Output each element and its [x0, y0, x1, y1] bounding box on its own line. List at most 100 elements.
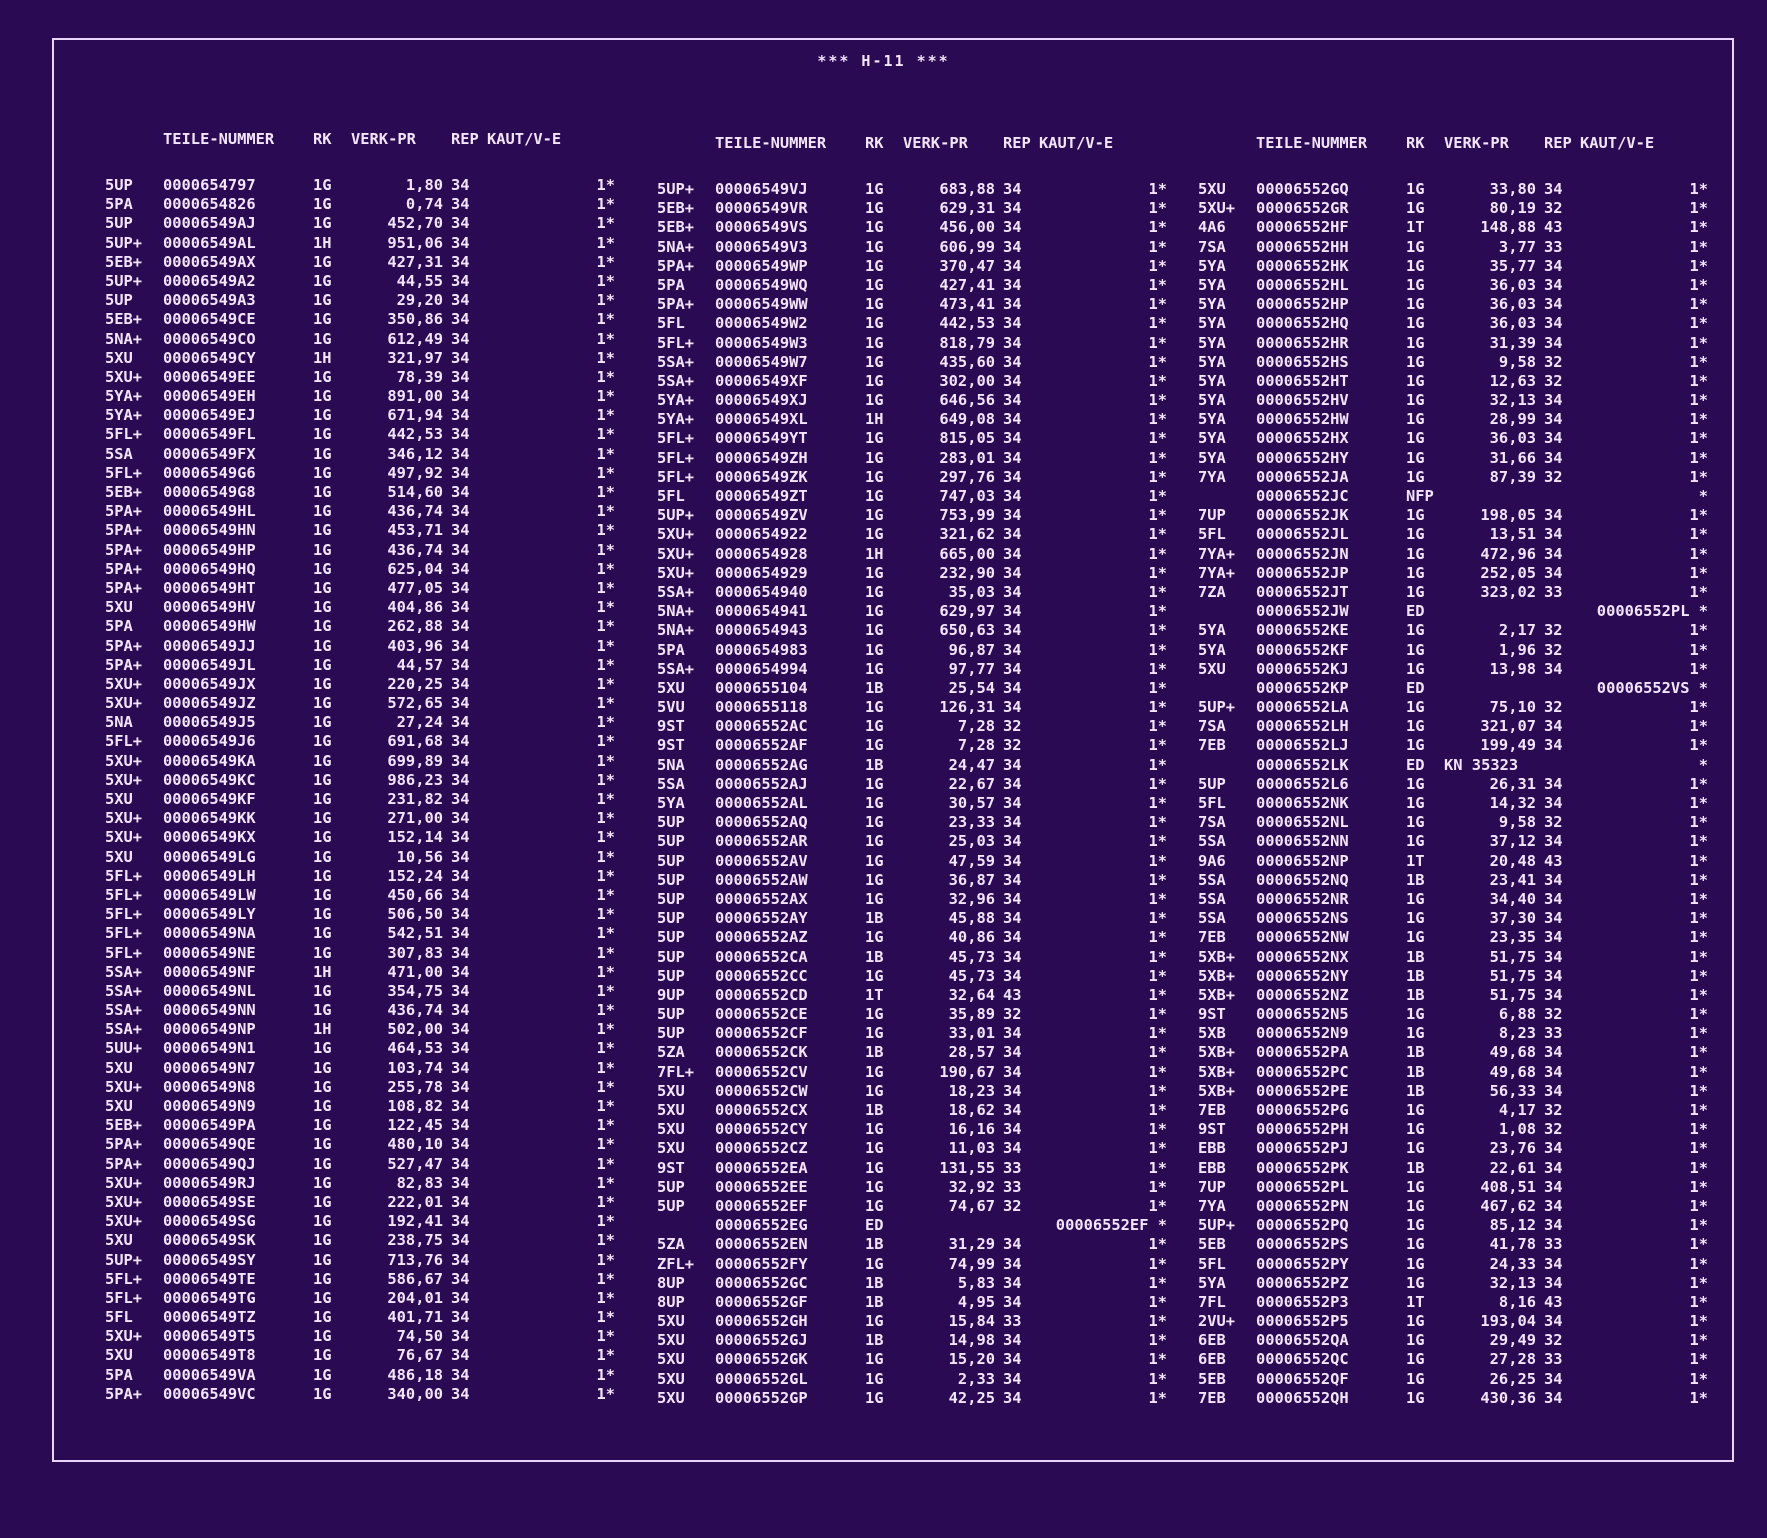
cell-rep: 34 [451, 348, 470, 367]
cell-price: 27,24 [396, 713, 443, 732]
cell-price: 262,88 [387, 617, 443, 636]
table-row: 4A6 00006552HF 1T 148,88 43 1* [1198, 218, 1728, 237]
table-row: 5XU+ 00006549KX 1G 152,14 34 1* [105, 828, 635, 847]
cell-price: 152,14 [387, 828, 443, 847]
cell-part-number: 00006552HS [1256, 352, 1349, 371]
cell-kaut-ve: 1* [1148, 410, 1167, 429]
cell-price: 8,16 [1498, 1292, 1536, 1311]
cell-part-number: 00006552CA [715, 947, 808, 966]
cell-rk: 1H [313, 962, 332, 981]
cell-prefix: 5UP+ [105, 1250, 143, 1269]
cell-part-number: 00006549J5 [163, 713, 256, 732]
table-row: 5XU+ 00006549SE 1G 222,01 34 1* [105, 1193, 635, 1212]
cell-rk: 1G [313, 540, 332, 559]
cell-rk: 1G [865, 736, 884, 755]
cell-rep: 34 [1003, 448, 1022, 467]
table-row: 5UP 00006552AZ 1G 40,86 34 1* [657, 928, 1187, 947]
cell-prefix: 5UU+ [105, 1039, 143, 1058]
cell-prefix: 5YA [1198, 333, 1226, 352]
cell-kaut-ve: 1* [596, 176, 615, 194]
cell-price: 403,96 [387, 636, 443, 655]
cell-part-number: 00006549CY [163, 348, 256, 367]
cell-kaut-ve: 1* [596, 981, 615, 1000]
cell-rep: 34 [1003, 755, 1022, 774]
cell-part-number: 00006549HP [163, 540, 256, 559]
table-row: 7EB 00006552LJ 1G 199,49 34 1* [1198, 736, 1728, 755]
cell-rk: 1G [313, 176, 332, 194]
cell-price: 502,00 [387, 1020, 443, 1039]
cell-rep: 34 [1544, 295, 1563, 314]
cell-rep: 32 [1544, 1101, 1563, 1119]
cell-part-number: 00006549HL [163, 502, 256, 521]
cell-rk: 1G [313, 425, 332, 444]
table-row: 5ZA 00006552CK 1B 28,57 34 1* [657, 1043, 1187, 1062]
cell-part-number: 00006552LK [1256, 755, 1349, 774]
cell-part-number: 00006549ZV [715, 506, 808, 525]
cell-price: 442,53 [387, 425, 443, 444]
cell-prefix: 5YA [1198, 352, 1226, 371]
cell-price: 9,58 [1498, 813, 1536, 832]
cell-rk: 1G [865, 659, 884, 678]
cell-part-number: 00006549AJ [163, 214, 256, 233]
cell-prefix: 5PA [105, 617, 133, 636]
table-row: 5FL 00006549TZ 1G 401,71 34 1* [105, 1308, 635, 1327]
table-row: 5UP+ 00006549AL 1H 951,06 34 1* [105, 234, 635, 253]
cell-prefix: 5EB+ [105, 483, 143, 501]
cell-prefix: 5SA [657, 774, 685, 793]
column-header: RK [865, 134, 884, 152]
cell-prefix: 5PA+ [105, 559, 143, 578]
cell-price: 49,68 [1489, 1043, 1536, 1062]
cell-prefix: 5PA+ [105, 578, 143, 597]
cell-kaut-ve: 1* [1148, 487, 1167, 505]
cell-price: 24,47 [948, 755, 995, 774]
cell-part-number: 00006549ZT [715, 487, 808, 505]
cell-prefix: 5SA [1198, 870, 1226, 889]
cell-rk: 1G [313, 1116, 332, 1135]
cell-rep: 34 [451, 271, 470, 290]
cell-rep: 34 [1003, 352, 1022, 371]
cell-rk: 1G [1406, 1312, 1425, 1331]
cell-prefix: 5SA [1198, 832, 1226, 851]
table-header: TEILE-NUMMER RK VERK-PR REP KAUT/V-E [1198, 134, 1728, 156]
cell-rep: 34 [1003, 1235, 1022, 1254]
cell-kaut-ve: 1* [1148, 256, 1167, 275]
cell-rk: 1G [1406, 582, 1425, 601]
cell-part-number: 00006549JL [163, 655, 256, 674]
cell-prefix: 8UP [657, 1292, 685, 1311]
cell-rk: 1G [1406, 467, 1425, 486]
cell-rk: 1G [313, 1269, 332, 1288]
cell-price: 37,12 [1489, 832, 1536, 851]
cell-part-number: 00006552NZ [1256, 985, 1349, 1004]
cell-part-number: 00006552HT [1256, 371, 1349, 390]
cell-rep: 34 [1544, 717, 1563, 736]
cell-rep: 34 [1544, 333, 1563, 352]
table-row: 9ST 00006552AC 1G 7,28 32 1* [657, 717, 1187, 736]
table-row: 5XB 00006552N9 1G 8,23 33 1* [1198, 1024, 1728, 1043]
table-row: 5YA 00006552HX 1G 36,03 34 1* [1198, 429, 1728, 448]
cell-part-number: 00006552NK [1256, 794, 1349, 812]
cell-rep: 34 [451, 425, 470, 444]
table-row: 7YA+ 00006552JP 1G 252,05 34 1* [1198, 564, 1728, 583]
cell-part-number: 00006552CV [715, 1062, 808, 1081]
cell-prefix: 5UP+ [105, 233, 143, 252]
cell-part-number: 00006552GF [715, 1292, 808, 1311]
cell-rk: 1G [865, 199, 884, 218]
cell-price: 74,67 [948, 1196, 995, 1215]
cell-rk: 1B [1406, 1062, 1425, 1081]
cell-part-number: 00006549JX [163, 674, 256, 693]
cell-prefix: 5UP [657, 889, 685, 908]
cell-kaut-ve: 1* [596, 598, 615, 617]
cell-kaut-ve: 1* [596, 310, 615, 329]
cell-rep: 34 [1003, 544, 1022, 563]
cell-rk: ED [1406, 678, 1425, 697]
cell-kaut-ve: 1* [596, 578, 615, 597]
table-column-2: TEILE-NUMMER RK VERK-PR REP KAUT/V-E 5UP+ 0000… [657, 134, 1187, 1408]
cell-prefix: 5YA [1198, 410, 1226, 429]
cell-kaut-ve: 1* [596, 1212, 615, 1231]
cell-kaut-ve: 1* [596, 962, 615, 981]
cell-rk: 1G [1406, 1331, 1425, 1350]
cell-kaut-ve: 1* [1148, 659, 1167, 678]
cell-prefix [1198, 487, 1256, 506]
cell-part-number: 00006552AW [715, 870, 808, 889]
table-row: 5XB+ 00006552PA 1B 49,68 34 1* [1198, 1043, 1728, 1062]
